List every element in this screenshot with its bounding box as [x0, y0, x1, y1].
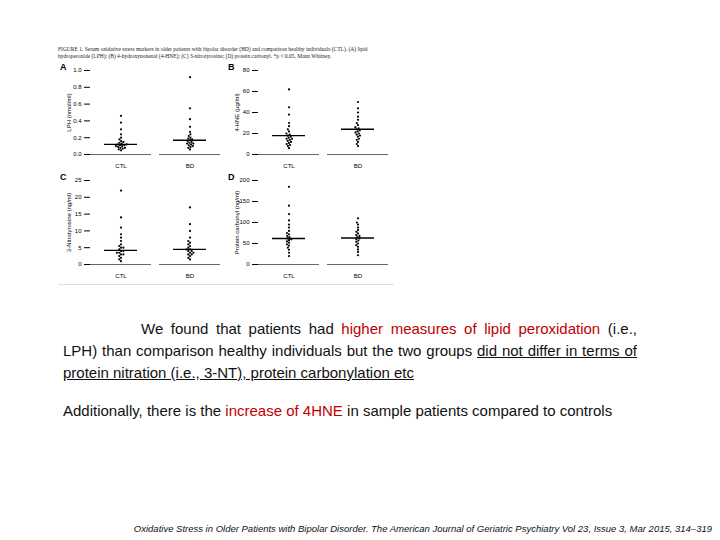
svg-text:0.0: 0.0 — [73, 151, 82, 157]
svg-text:100: 100 — [239, 219, 250, 225]
svg-text:BD: BD — [186, 163, 195, 169]
svg-text:150: 150 — [239, 198, 250, 204]
svg-text:CTL: CTL — [115, 163, 127, 169]
svg-text:15: 15 — [75, 211, 82, 217]
svg-text:CTL: CTL — [283, 163, 295, 169]
html-text:A: A — [60, 62, 67, 72]
svg-text:25: 25 — [75, 177, 82, 183]
html-text:Oxidative Stress in Older Pati: Oxidative Stress in Older Patients with … — [133, 523, 712, 534]
svg-text:0.6: 0.6 — [73, 101, 82, 107]
svg-text:0: 0 — [246, 261, 250, 267]
svg-text:50: 50 — [243, 240, 250, 246]
svg-text:3-Nitrotyrosine (ng/ml): 3-Nitrotyrosine (ng/ml) — [66, 193, 72, 252]
svg-text:80: 80 — [243, 67, 250, 73]
svg-text:20: 20 — [75, 194, 82, 200]
svg-text:200: 200 — [239, 177, 250, 183]
svg-text:CTL: CTL — [115, 273, 127, 279]
svg-text:0.4: 0.4 — [73, 118, 82, 124]
svg-text:5: 5 — [78, 245, 82, 251]
html-text:We found that patients had hig: We found that patients had higher measur… — [63, 320, 637, 381]
svg-text:0.2: 0.2 — [73, 135, 82, 141]
svg-text:Protein carbonyl (ng/ml): Protein carbonyl (ng/ml) — [234, 191, 240, 255]
html-text:C: C — [60, 172, 67, 182]
svg-text:BD: BD — [354, 163, 363, 169]
html-text:B: B — [228, 62, 235, 72]
svg-text:BD: BD — [186, 273, 195, 279]
svg-text:BD: BD — [354, 273, 363, 279]
svg-text:40: 40 — [243, 109, 250, 115]
svg-text:0: 0 — [246, 151, 250, 157]
html-text:D: D — [228, 172, 235, 182]
svg-text:CTL: CTL — [283, 273, 295, 279]
svg-text:10: 10 — [75, 228, 82, 234]
svg-text:LPH (nmol/ml): LPH (nmol/ml) — [66, 93, 72, 131]
svg-text:0: 0 — [78, 261, 82, 267]
svg-text:1.0: 1.0 — [73, 67, 82, 73]
html-text:FIGURE 1. Serum oxidative stre: FIGURE 1. Serum oxidative stress markers… — [58, 46, 368, 59]
html-text:Additionally, there is the inc: Additionally, there is the increase of 4… — [63, 402, 613, 419]
svg-text:20: 20 — [243, 130, 250, 136]
svg-text:60: 60 — [243, 88, 250, 94]
svg-text:4-HNE (µg/ml): 4-HNE (µg/ml) — [234, 93, 240, 131]
svg-text:0.8: 0.8 — [73, 84, 82, 90]
